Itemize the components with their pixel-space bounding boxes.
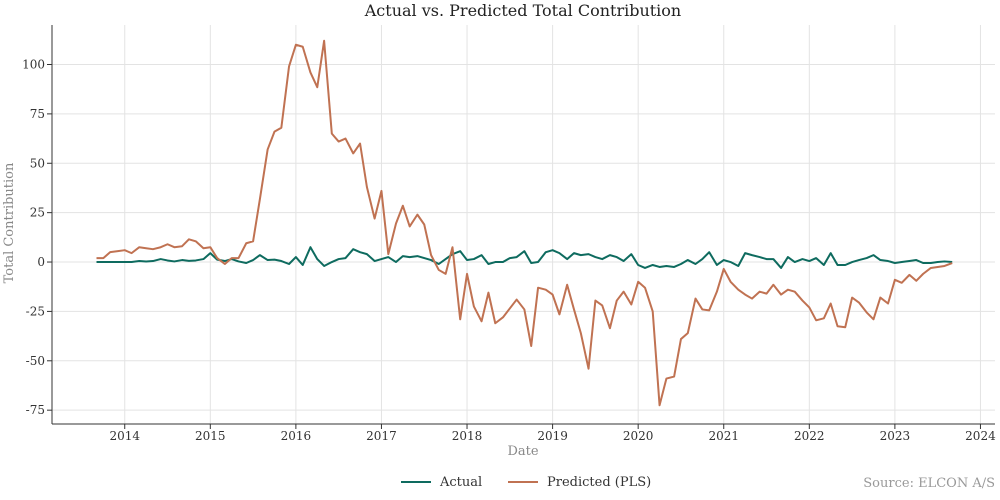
y-tick-label: 0 [37, 255, 45, 269]
legend-label-actual: Actual [439, 475, 482, 490]
x-tick-label: 2015 [195, 429, 226, 443]
series-line-predicted [96, 39, 953, 407]
x-axis-label: Date [507, 444, 538, 459]
x-tick-label: 2023 [880, 429, 911, 443]
y-tick-label: 25 [30, 206, 45, 220]
axes [47, 25, 995, 429]
x-tick-label: 2020 [623, 429, 654, 443]
x-tick-label: 2021 [708, 429, 739, 443]
tick-labels: 2014 2015 2016 2017 2018 2019 2020 2021 2022 2023… [22, 58, 996, 443]
x-tick-label: 2019 [537, 429, 568, 443]
y-tick-label: 75 [30, 107, 45, 121]
x-tick-label: 2014 [109, 429, 140, 443]
x-tick-label: 2017 [366, 429, 397, 443]
chart-title: Actual vs. Predicted Total Contribution [364, 1, 681, 20]
y-axis-label: Total Contribution [2, 162, 17, 283]
series-line-actual [96, 246, 953, 269]
source-note: Source: ELCON A/S [863, 476, 995, 491]
x-tick-label: 2016 [281, 429, 312, 443]
x-tick-label: 2024 [965, 429, 996, 443]
y-tick-label: -75 [26, 403, 45, 417]
legend-label-predicted: Predicted (PLS) [547, 475, 651, 490]
y-tick-label: -50 [26, 354, 45, 368]
y-tick-label: -25 [26, 304, 45, 318]
series [96, 39, 953, 407]
y-tick-label: 100 [22, 58, 45, 72]
grid [52, 25, 995, 424]
y-tick-label: 50 [30, 156, 45, 170]
x-tick-label: 2018 [452, 429, 483, 443]
legend: Actual Predicted (PLS) [401, 475, 651, 490]
x-tick-label: 2022 [794, 429, 825, 443]
